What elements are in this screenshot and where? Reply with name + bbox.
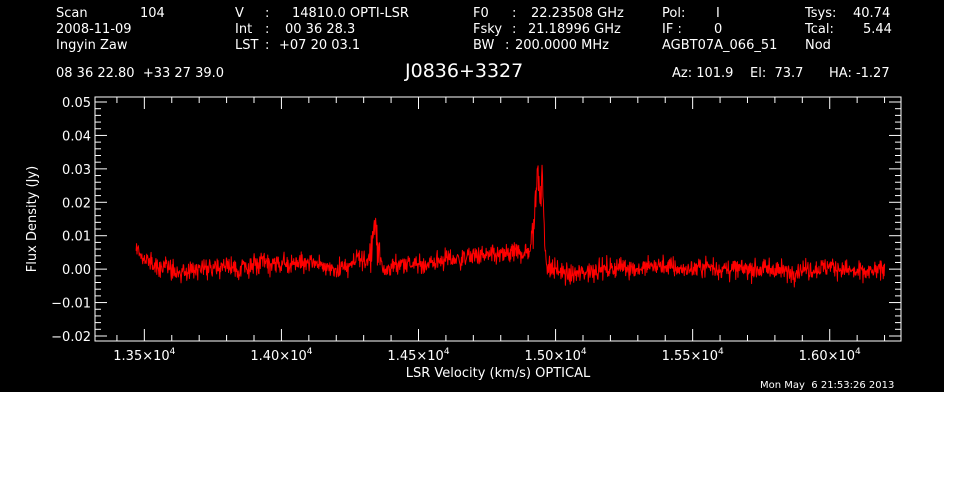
x-tick-label: 1.35×104 — [113, 347, 175, 364]
project-id: AGBT07A_066_51 — [662, 38, 778, 53]
int-value: 00 36 28.3 — [285, 22, 356, 37]
if-value: 0 — [714, 22, 723, 37]
v-sep: : — [265, 6, 270, 21]
if-label: IF : — [662, 22, 682, 37]
tick-layer — [95, 97, 901, 341]
x-tick-label: 1.45×104 — [387, 347, 449, 364]
pol-label: Pol: — [662, 6, 686, 21]
x-tick-label: 1.55×104 — [662, 347, 724, 364]
plot-frame — [94, 96, 902, 342]
f0-label: F0 — [473, 6, 489, 21]
source-coords: 08 36 22.80 +33 27 39.0 — [56, 66, 225, 81]
scan-value: 104 — [140, 6, 165, 21]
fsky-sep: : — [512, 22, 517, 37]
x-tick-label: 1.50×104 — [525, 347, 587, 364]
y-tick-label: 0.03 — [62, 163, 91, 178]
y-tick-label: 0.00 — [62, 263, 91, 278]
azimuth: Az: 101.9 — [672, 66, 734, 81]
fsky-value: 21.18996 GHz — [528, 22, 621, 37]
fsky-label: Fsky — [473, 22, 503, 37]
y-tick-label: 0.05 — [62, 96, 91, 111]
y-tick-label: 0.01 — [62, 230, 91, 245]
y-tick-labels: −0.02 −0.01 0.00 0.01 0.02 0.03 0.04 0.05 — [51, 96, 91, 345]
pol-value: I — [716, 6, 720, 21]
source-name: J0836+3327 — [405, 60, 524, 82]
v-label: V — [235, 6, 244, 21]
int-label: Int — [235, 22, 253, 37]
y-tick-label: −0.01 — [51, 297, 91, 312]
v-value: 14810.0 OPTI-LSR — [292, 6, 409, 21]
scan-label: Scan — [56, 6, 88, 21]
tsys-value: 40.74 — [853, 6, 891, 21]
lst-label: LST — [235, 38, 259, 53]
y-tick-label: −0.02 — [51, 330, 91, 345]
f0-value: 22.23508 GHz — [531, 6, 624, 21]
y-tick-label: 0.04 — [62, 129, 91, 144]
x-tick-labels: 1.35×104 1.40×104 1.45×104 1.50×104 1.55×104… — [113, 347, 861, 364]
bw-label: BW — [473, 38, 495, 53]
x-axis-label: LSR Velocity (km/s) OPTICAL — [406, 366, 591, 381]
spectrum-panel: Scan 104 2008-11-09 Ingyin Zaw V : 14810… — [0, 0, 944, 392]
y-axis-label: Flux Density (Jy) — [25, 166, 40, 272]
elevation: El: 73.7 — [750, 66, 804, 81]
hour-angle: HA: -1.27 — [829, 66, 890, 81]
observer-name: Ingyin Zaw — [56, 38, 128, 53]
spectrum-series-line — [135, 164, 886, 288]
obs-date: 2008-11-09 — [56, 22, 132, 37]
y-tick-label: 0.02 — [62, 196, 91, 211]
x-tick-label: 1.60×104 — [799, 347, 861, 364]
spectrum-chart: 1.35×104 1.40×104 1.45×104 1.50×104 1.55×104… — [25, 96, 902, 381]
f0-sep: : — [512, 6, 517, 21]
bw-value: 200.0000 MHz — [515, 38, 609, 53]
tcal-value: 5.44 — [863, 22, 892, 37]
tcal-label: Tcal: — [805, 22, 834, 37]
lst-value: +07 20 03.1 — [279, 38, 361, 53]
series-layer — [135, 164, 886, 288]
obs-mode: Nod — [805, 38, 831, 53]
footer-timestamp: Mon May 6 21:53:26 2013 — [760, 380, 895, 391]
bw-sep: : — [505, 38, 510, 53]
lst-sep: : — [265, 38, 270, 53]
x-tick-label: 1.40×104 — [250, 347, 312, 364]
tsys-label: Tsys: — [805, 6, 837, 21]
int-sep: : — [265, 22, 270, 37]
